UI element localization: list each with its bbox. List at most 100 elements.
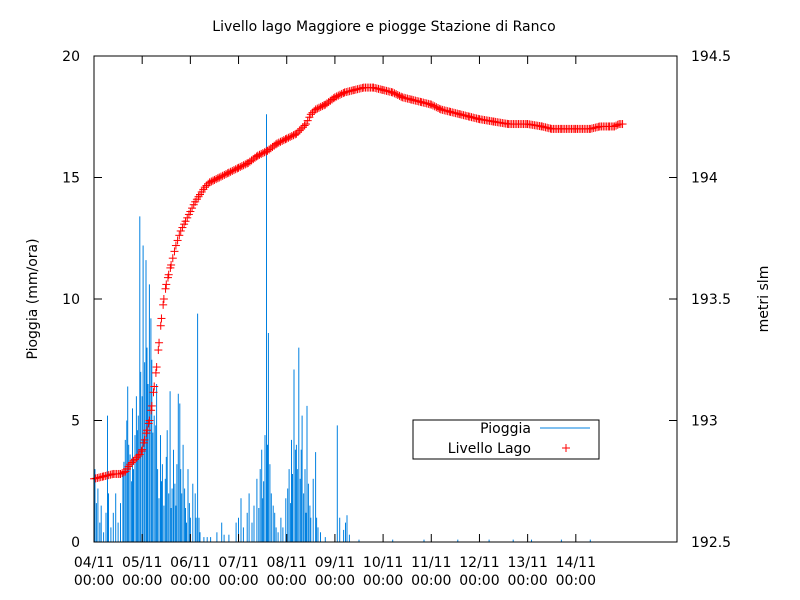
x-tick-date: 13/11 [507, 555, 547, 571]
lake-level-marker [432, 103, 441, 112]
lake-level-marker [210, 175, 219, 184]
lake-level-marker [236, 162, 245, 171]
lake-level-marker [430, 102, 439, 111]
lake-level-marker [173, 236, 182, 245]
lake-level-series [90, 83, 627, 483]
left-tick-label: 0 [71, 535, 80, 551]
x-tick-date: 14/11 [556, 555, 596, 571]
lake-level-marker [186, 207, 195, 216]
x-tick-date: 09/11 [315, 555, 355, 571]
lake-level-marker [330, 93, 339, 102]
lake-level-marker [157, 314, 166, 323]
x-tick-time: 00:00 [74, 573, 114, 589]
lake-level-marker [164, 270, 173, 279]
lake-level-marker [273, 139, 282, 148]
x-tick-time: 00:00 [315, 573, 355, 589]
lake-level-marker [278, 136, 287, 145]
lake-level-marker [181, 217, 190, 226]
lake-level-marker [255, 150, 264, 159]
lake-level-marker [229, 166, 238, 175]
lake-level-marker [302, 120, 310, 129]
lake-level-marker [228, 166, 237, 175]
x-tick-time: 00:00 [556, 573, 596, 589]
lake-level-marker [392, 90, 401, 99]
lake-level-marker [175, 231, 184, 240]
lake-level-marker [147, 406, 156, 415]
lake-level-marker [253, 151, 262, 160]
lake-level-marker [226, 167, 235, 176]
lake-level-marker [149, 388, 158, 397]
lake-level-marker [188, 204, 197, 213]
x-tick-time: 00:00 [267, 573, 307, 589]
rain-series [94, 114, 591, 542]
lake-level-marker [176, 226, 185, 235]
x-tick-date: 08/11 [267, 555, 307, 571]
lake-level-marker [258, 149, 267, 158]
x-tick-time: 00:00 [411, 573, 451, 589]
right-tick-label: 192.5 [691, 535, 731, 551]
left-tick-label: 20 [62, 49, 80, 65]
lake-level-marker [135, 450, 144, 459]
lake-level-marker [390, 89, 399, 98]
x-axis-tick-labels: 04/11 00:00 05/11 00:00 06/11 00:00 07/11 00:00… [74, 555, 596, 589]
lake-level-marker [140, 435, 149, 444]
lake-level-marker [159, 300, 168, 309]
lake-level-marker [306, 110, 315, 119]
lake-level-marker [126, 460, 135, 469]
lake-level-marker [286, 132, 295, 141]
lake-level-marker [154, 346, 163, 355]
x-tick-date: 05/11 [122, 555, 162, 571]
x-tick-date: 06/11 [170, 555, 210, 571]
x-tick-date: 12/11 [459, 555, 499, 571]
legend: Pioggia Livello Lago [412, 419, 600, 460]
lake-level-marker [284, 133, 293, 142]
lake-level-marker [428, 101, 437, 110]
lake-level-marker [220, 170, 229, 179]
lake-level-marker [150, 382, 159, 391]
lake-level-marker [274, 138, 283, 147]
lake-level-marker [276, 137, 285, 146]
left-tick-label: 5 [71, 414, 80, 430]
lake-level-marker [145, 416, 154, 425]
lake-level-marker [287, 132, 296, 141]
x-tick-date: 11/11 [411, 555, 451, 571]
lake-level-marker [151, 368, 160, 377]
lake-level-marker [234, 163, 243, 172]
x-tick-time: 00:00 [122, 573, 162, 589]
lake-level-marker [303, 116, 312, 125]
x-tick-time: 00:00 [507, 573, 547, 589]
lake-level-marker [393, 91, 402, 100]
lake-level-marker [300, 121, 309, 130]
lake-level-marker [162, 280, 171, 289]
lake-level-marker [130, 455, 139, 464]
right-axis-tick-labels: 192.5 193 193.5 194 194.5 [691, 49, 731, 551]
x-tick-time: 00:00 [218, 573, 258, 589]
lake-level-marker [334, 91, 343, 100]
lake-level-marker [315, 103, 324, 112]
lake-level-marker [239, 161, 248, 170]
lake-level-marker [183, 213, 192, 222]
legend-label-level: Livello Lago [448, 441, 531, 457]
x-tick-time: 00:00 [170, 573, 210, 589]
lake-level-marker [335, 90, 344, 99]
lake-level-marker [152, 363, 161, 372]
lake-level-marker [161, 284, 170, 293]
lake-level-marker [297, 124, 306, 133]
lake-level-marker [292, 129, 301, 138]
axis-ticks [93, 55, 677, 543]
lake-level-marker [216, 172, 225, 181]
x-tick-date: 10/11 [363, 555, 403, 571]
lake-level-marker [200, 183, 209, 192]
legend-label-rain: Pioggia [480, 421, 531, 437]
x-tick-time: 00:00 [459, 573, 499, 589]
lake-level-marker [167, 260, 176, 269]
lake-level-marker [610, 122, 619, 131]
lake-level-marker [116, 469, 125, 478]
lake-level-marker [138, 445, 147, 454]
x-tick-date: 07/11 [218, 555, 258, 571]
lake-level-marker [134, 451, 143, 460]
left-axis-label: Pioggia (mm/ora) [25, 238, 41, 359]
lake-level-marker [388, 88, 397, 97]
lake-level-marker [311, 105, 320, 114]
